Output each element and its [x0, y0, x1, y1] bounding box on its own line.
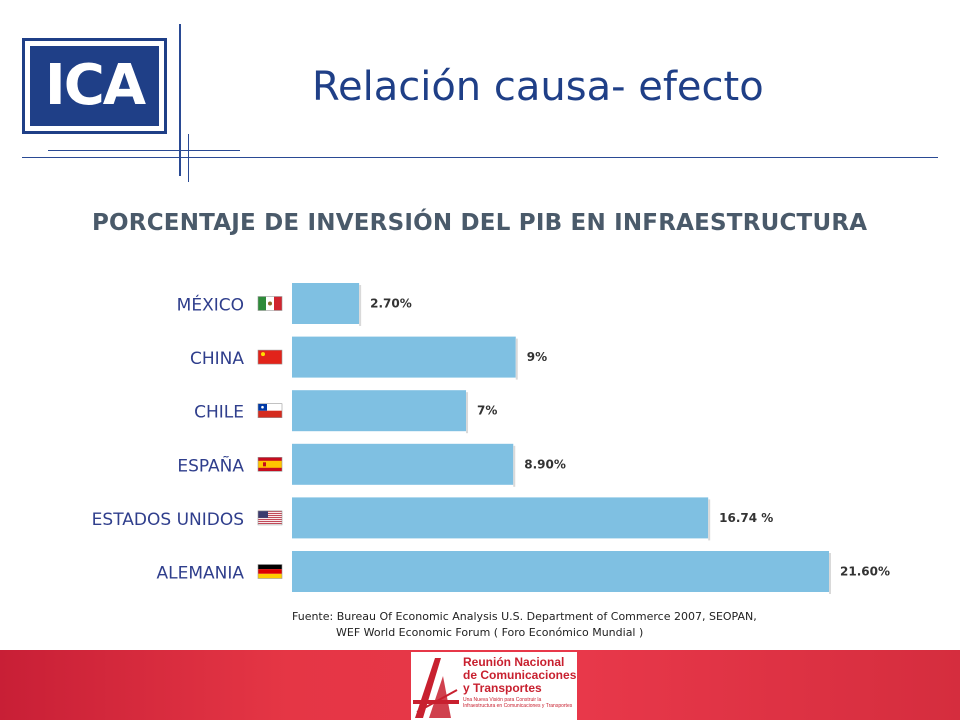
chart-bar-shadow: [829, 553, 831, 594]
ica-logo: ICA: [22, 38, 167, 134]
chart-bar-shadow: [466, 392, 469, 434]
badge-line-3: y Transportes: [463, 681, 542, 695]
chart-bar: [292, 390, 467, 432]
deco-vertical-line-1: [179, 24, 181, 176]
source-line-1: Fuente: Bureau Of Economic Analysis U.S.…: [292, 610, 757, 623]
usa-flag-icon: [257, 510, 283, 526]
category-label: MÉXICO: [177, 294, 244, 316]
spain-flag-icon: [257, 456, 283, 472]
value-label: 8.90%: [524, 457, 566, 471]
chart-bar: [292, 283, 360, 324]
category-label: CHINA: [190, 349, 244, 369]
chart-row: ALEMANIA 21.60%: [157, 551, 890, 594]
category-label: ALEMANIA: [157, 564, 245, 584]
chart-bar: [292, 497, 709, 539]
chart-bar-shadow: [515, 338, 518, 380]
header-divider-line: [22, 157, 938, 158]
badge-line-2: de Comunicaciones: [463, 668, 577, 682]
value-label: 16.74 %: [719, 511, 773, 525]
bar-chart: MÉXICO 2.70% CHINA 9% CHILE 7% ESPAÑA 8.90% ESTA…: [92, 283, 890, 594]
value-label: 21.60%: [840, 565, 890, 579]
source-line-2: WEF World Economic Forum ( Foro Económic…: [336, 626, 644, 639]
chart-title: PORCENTAJE DE INVERSIÓN DEL PIB EN INFRA…: [92, 210, 868, 236]
chart-bar: [292, 443, 514, 485]
ica-logo-inner: ICA: [30, 46, 159, 126]
chart-bar-shadow: [513, 445, 516, 487]
category-label: ESTADOS UNIDOS: [92, 510, 244, 530]
china-flag-icon: [257, 349, 283, 365]
badge-subline-2: Infraestructura en Comunicaciones y Tran…: [463, 703, 573, 709]
chart-bar: [292, 336, 516, 378]
event-badge-text: Reunión Nacional de Comunicaciones y Tra…: [463, 655, 577, 710]
chart-bar-shadow: [708, 499, 711, 541]
value-label: 9%: [527, 350, 547, 364]
ica-logo-text: ICA: [44, 53, 146, 118]
chart-row: MÉXICO 2.70%: [177, 283, 412, 326]
chart-row: ESPAÑA 8.90%: [177, 443, 566, 487]
chart-row: CHINA 9%: [190, 336, 547, 380]
chart-row: CHILE 7%: [194, 390, 497, 434]
chart-bar: [292, 551, 829, 592]
mexico-flag-icon: [257, 296, 283, 311]
category-label: ESPAÑA: [177, 454, 244, 476]
deco-horizontal-short: [48, 150, 240, 151]
chart-bar-shadow: [359, 285, 362, 326]
value-label: 7%: [477, 404, 497, 418]
value-label: 2.70%: [370, 297, 412, 311]
chart-source: Fuente: Bureau Of Economic Analysis U.S.…: [292, 609, 757, 641]
chart-row: ESTADOS UNIDOS 16.74 %: [92, 497, 773, 541]
event-badge: Reunión Nacional de Comunicaciones y Tra…: [411, 652, 577, 720]
badge-line-1: Reunión Nacional: [463, 655, 565, 669]
germany-flag-icon: [257, 564, 283, 579]
category-label: CHILE: [194, 403, 244, 423]
badge-subline-1: Una Nueva Visión para Construir la: [463, 697, 542, 703]
page-title: Relación causa- efecto: [312, 64, 764, 110]
chile-flag-icon: [257, 403, 283, 419]
deco-vertical-line-2: [188, 134, 189, 182]
event-logo-icon: [413, 658, 459, 718]
